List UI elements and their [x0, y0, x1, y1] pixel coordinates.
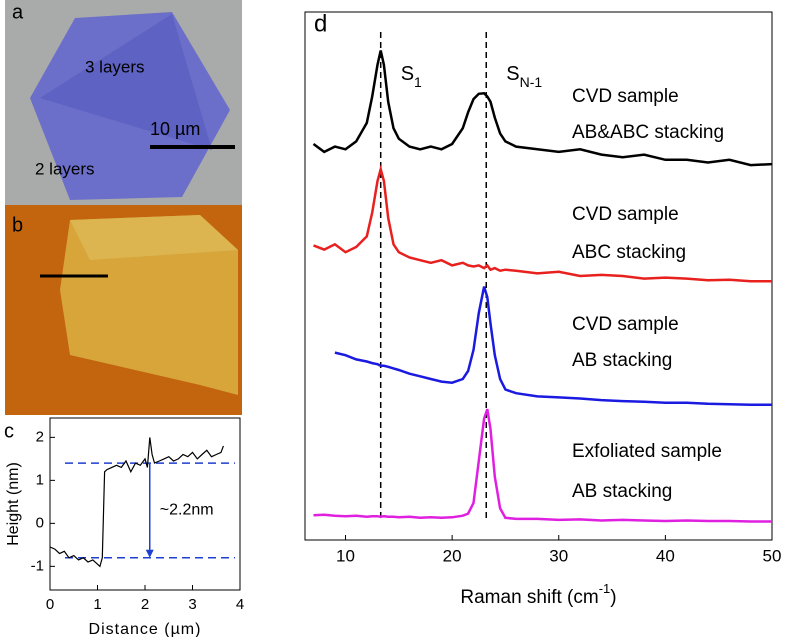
- x-tick-label: 0: [46, 596, 54, 613]
- text-part: 1: [414, 74, 422, 90]
- y-tick-label: 0: [36, 514, 44, 531]
- series-label: CVD sample: [572, 86, 679, 107]
- panel-label: d: [314, 10, 327, 37]
- series-label: ABC stacking: [572, 242, 686, 263]
- x-tick-label: 4: [236, 596, 244, 613]
- plot-frame: [304, 11, 773, 541]
- text-part: Raman shift (cm: [460, 587, 598, 608]
- arrow-head: [145, 549, 154, 558]
- series-label: Exfoliated sample: [572, 441, 722, 462]
- text-part: S: [401, 63, 414, 85]
- y-tick-label: 2: [36, 428, 44, 445]
- annotation: 2 layers: [35, 159, 95, 178]
- x-tick-label: 10: [336, 546, 355, 565]
- trilayer-region: [40, 14, 212, 150]
- text-part: N-1: [520, 74, 543, 90]
- series-label: AB stacking: [572, 350, 672, 371]
- series-label: CVD sample: [572, 314, 679, 335]
- trilayer-region: [70, 215, 238, 260]
- text-part: -1: [599, 581, 611, 596]
- x-tick-label: 1: [93, 596, 101, 613]
- annotation: 3 layers: [85, 57, 145, 76]
- x-tick-label: 20: [443, 546, 462, 565]
- y-axis-label: Height (nm): [5, 462, 22, 546]
- y-tick-label: 1: [36, 471, 44, 488]
- x-axis-label: Distance (µm): [89, 621, 202, 637]
- series-label: CVD sample: [572, 204, 679, 225]
- x-tick-label: 30: [549, 546, 568, 565]
- data-line: [334, 286, 772, 407]
- annotation: ~2.2nm: [160, 502, 214, 519]
- peak-label: S1: [401, 63, 422, 89]
- y-tick-label: -1: [31, 557, 44, 574]
- data-line: [313, 408, 772, 523]
- scale-label: 10 µm: [150, 119, 200, 139]
- panel-label: a: [12, 1, 24, 23]
- panel-label: b: [12, 214, 23, 236]
- text-part: S: [506, 63, 519, 85]
- flake: [60, 215, 238, 395]
- x-tick-label: 50: [763, 546, 782, 565]
- x-axis-label: Raman shift (cm-1): [460, 581, 616, 608]
- text-part: ): [610, 587, 616, 608]
- peak-label: SN-1: [506, 63, 542, 89]
- series-label: AB stacking: [572, 481, 672, 502]
- data-line: [313, 164, 772, 283]
- data-line: [312, 50, 773, 167]
- x-tick-label: 3: [188, 596, 196, 613]
- data-line: [49, 437, 224, 568]
- x-tick-label: 2: [141, 596, 149, 613]
- x-tick-label: 40: [656, 546, 675, 565]
- panel-label: c: [4, 420, 14, 442]
- series-label: AB&ABC stacking: [572, 122, 724, 143]
